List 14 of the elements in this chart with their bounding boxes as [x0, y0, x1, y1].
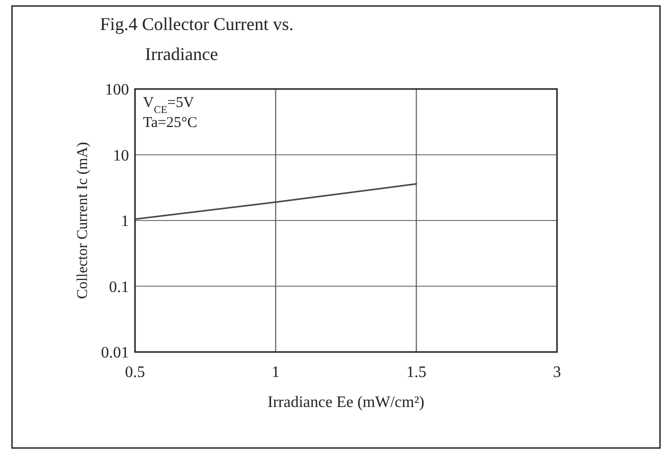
y-tick-label: 1: [121, 213, 129, 230]
x-tick-label: 3: [553, 364, 561, 381]
y-tick-label: 100: [105, 82, 129, 99]
x-tick-label: 0.5: [125, 364, 145, 381]
y-axis-title: Collector Current Ic (mA): [75, 142, 91, 300]
annotation: Ta=25°C: [143, 115, 198, 131]
y-tick-label: 10: [113, 147, 129, 164]
x-tick-label: 1: [272, 364, 280, 381]
x-axis-title: Irradiance Ee (mW/cm²): [268, 394, 424, 411]
y-tick-label: 0.01: [101, 344, 129, 362]
x-tick-label: 1.5: [406, 364, 426, 381]
chart-title: Fig.4 Collector Current vs. Irradiance: [100, 14, 294, 64]
annotation: V$_{CE}$=5V: [143, 95, 194, 116]
y-tick-label: 0.1: [109, 278, 129, 296]
